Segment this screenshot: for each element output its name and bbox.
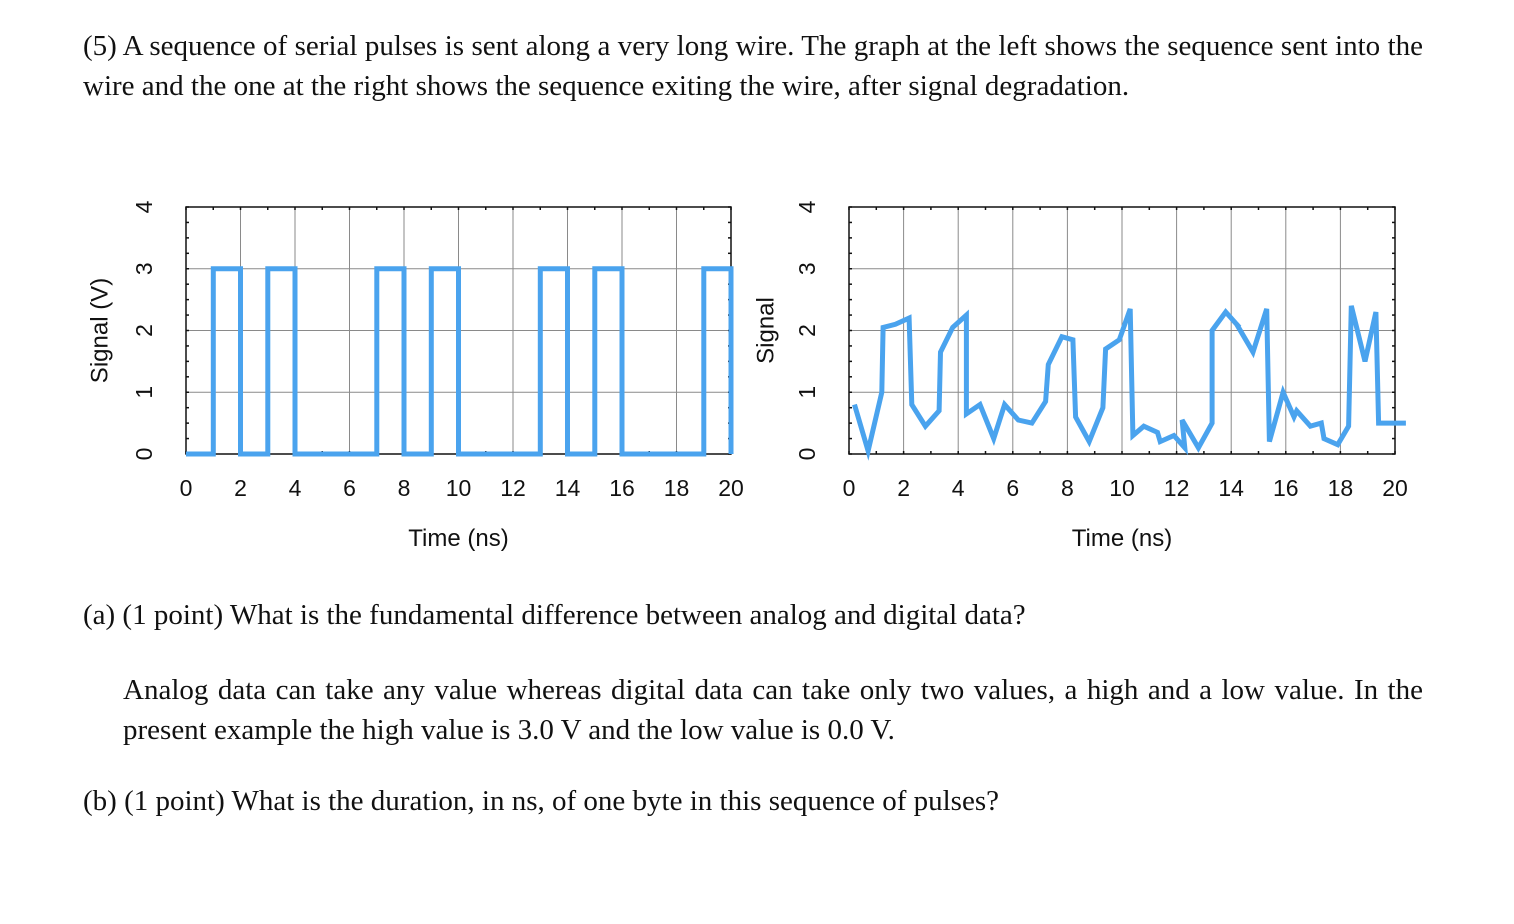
answer-a: Analog data can take any value whereas d… xyxy=(123,674,1423,746)
x-tick-label: 2 xyxy=(897,475,910,501)
x-axis-label: Time (ns) xyxy=(408,525,508,552)
x-tick-label: 0 xyxy=(843,475,856,501)
y-tick-label: 0 xyxy=(794,448,820,461)
x-tick-label: 18 xyxy=(664,475,690,501)
signal-series-line xyxy=(186,266,734,457)
problem-intro: (5) A sequence of serial pulses is sent … xyxy=(83,30,1423,102)
y-tick-label: 1 xyxy=(131,386,157,399)
x-tick-label: 10 xyxy=(446,475,472,501)
x-tick-label: 20 xyxy=(718,475,744,501)
x-tick-label: 4 xyxy=(952,475,965,501)
x-tick-label: 14 xyxy=(555,475,581,501)
x-tick-label: 14 xyxy=(1218,475,1244,501)
y-tick-label: 4 xyxy=(794,200,820,213)
x-tick-label: 8 xyxy=(1061,475,1074,501)
x-tick-label: 12 xyxy=(1164,475,1190,501)
x-tick-label: 16 xyxy=(1273,475,1299,501)
x-tick-label: 0 xyxy=(180,475,193,501)
x-tick-label: 10 xyxy=(1109,475,1135,501)
signal-series-line xyxy=(852,305,1406,461)
y-tick-label: 2 xyxy=(131,324,157,337)
x-tick-label: 20 xyxy=(1382,475,1408,501)
x-tick-label: 4 xyxy=(289,475,302,501)
x-tick-label: 18 xyxy=(1328,475,1354,501)
x-axis-label: Time (ns) xyxy=(1072,525,1172,552)
y-tick-label: 0 xyxy=(131,448,157,461)
x-tick-label: 12 xyxy=(500,475,526,501)
y-axis-label: Signal xyxy=(753,297,780,364)
y-tick-label: 4 xyxy=(131,200,157,213)
x-tick-label: 6 xyxy=(1006,475,1019,501)
y-tick-label: 3 xyxy=(131,262,157,275)
y-tick-label: 3 xyxy=(794,262,820,275)
y-tick-label: 1 xyxy=(794,386,820,399)
x-tick-label: 2 xyxy=(234,475,247,501)
x-tick-label: 8 xyxy=(398,475,411,501)
x-tick-label: 6 xyxy=(343,475,356,501)
question-b: (b) (1 point) What is the duration, in n… xyxy=(83,785,999,817)
y-axis-label: Signal (V) xyxy=(87,278,114,383)
y-tick-label: 2 xyxy=(794,324,820,337)
x-tick-label: 16 xyxy=(609,475,635,501)
question-a: (a) (1 point) What is the fundamental di… xyxy=(83,599,1026,631)
